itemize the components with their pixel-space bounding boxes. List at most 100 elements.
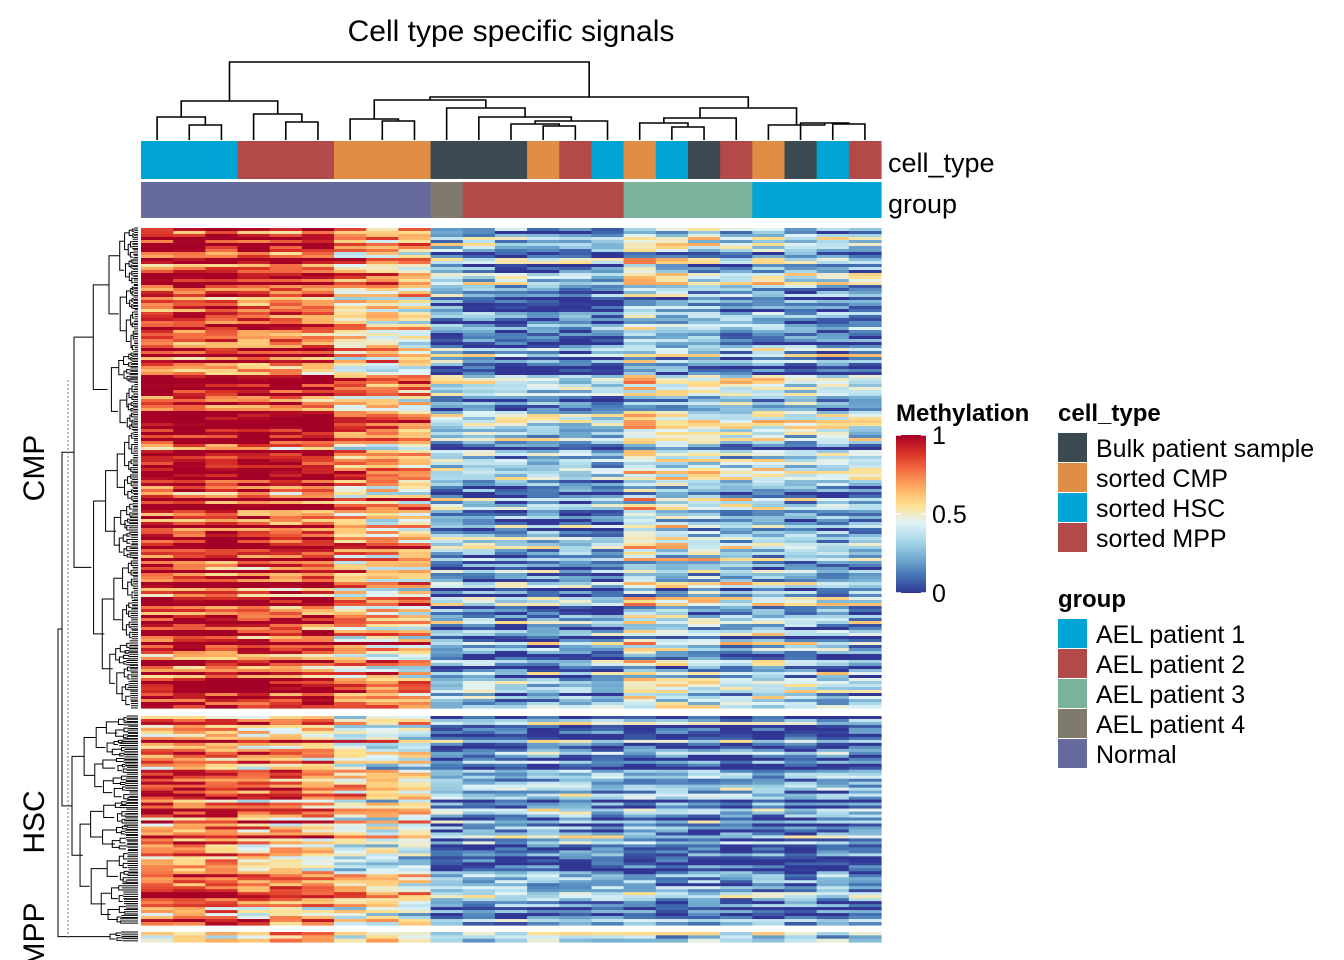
- heatmap-cell: [559, 234, 593, 238]
- heatmap-cell: [269, 471, 303, 475]
- heatmap-cell: [848, 850, 882, 854]
- heatmap-cell: [301, 736, 335, 741]
- heatmap-cell: [205, 826, 239, 831]
- heatmap-cell: [334, 645, 367, 649]
- heatmap-cell: [816, 399, 850, 403]
- heatmap-cell: [848, 660, 882, 664]
- heatmap-cell: [816, 766, 850, 771]
- heatmap-cell: [173, 381, 206, 385]
- heatmap-cell: [205, 868, 239, 872]
- heatmap-cell: [366, 733, 399, 738]
- heatmap-cell: [430, 862, 464, 866]
- heatmap-cell: [687, 264, 721, 268]
- heatmap-cell: [366, 423, 399, 427]
- heatmap-cell: [527, 639, 560, 643]
- heatmap-cell: [269, 648, 303, 652]
- heatmap-cell: [784, 267, 818, 271]
- heatmap-cell: [141, 528, 174, 532]
- heatmap-cell: [237, 357, 271, 361]
- heatmap-cell: [655, 847, 689, 851]
- heatmap-cell: [430, 474, 464, 478]
- heatmap-cell: [848, 820, 882, 825]
- heatmap-cell: [591, 531, 625, 535]
- heatmap-cell: [687, 651, 721, 655]
- heatmap-cell: [623, 276, 657, 280]
- heatmap-cell: [784, 453, 818, 457]
- heatmap-cell: [334, 531, 367, 535]
- heatmap-cell: [655, 237, 689, 241]
- heatmap-cell: [301, 865, 335, 869]
- heatmap-cell: [623, 300, 657, 304]
- heatmap-cell: [173, 600, 206, 604]
- heatmap-cell: [752, 231, 786, 235]
- heatmap-cell: [720, 513, 753, 517]
- heatmap-cell: [784, 276, 818, 280]
- heatmap-cell: [334, 751, 367, 756]
- heatmap-cell: [430, 823, 464, 828]
- heatmap-cell: [720, 486, 753, 490]
- heatmap-cell: [269, 576, 303, 580]
- heatmap-cell: [527, 537, 560, 541]
- heatmap-cell: [591, 396, 625, 400]
- heatmap-cell: [334, 384, 367, 388]
- heatmap-cell: [655, 672, 689, 676]
- heatmap-cell: [205, 684, 239, 688]
- heatmap-cell: [141, 868, 174, 872]
- heatmap-cell: [687, 324, 721, 328]
- heatmap-cell: [687, 417, 721, 421]
- heatmap-cell: [398, 802, 432, 807]
- heatmap-cell: [462, 642, 496, 646]
- heatmap-cell: [591, 757, 625, 762]
- heatmap-cell: [720, 597, 753, 601]
- heatmap-cell: [527, 730, 560, 735]
- heatmap-cell: [301, 312, 335, 316]
- heatmap-cell: [269, 252, 303, 256]
- heatmap-cell: [494, 312, 528, 316]
- heatmap-cell: [591, 366, 625, 370]
- heatmap-cell: [752, 745, 786, 750]
- heatmap-cell: [430, 531, 464, 535]
- heatmap-cell: [430, 432, 464, 436]
- heatmap-cell: [269, 730, 303, 735]
- heatmap-cell: [173, 624, 206, 628]
- heatmap-cell: [784, 318, 818, 322]
- heatmap-cell: [205, 865, 239, 869]
- heatmap-cell: [848, 651, 882, 655]
- heatmap-cell: [720, 393, 753, 397]
- heatmap-cell: [173, 327, 206, 331]
- heatmap-cell: [141, 600, 174, 604]
- heatmap-cell: [141, 645, 174, 649]
- heatmap-cell: [848, 408, 882, 412]
- heatmap-cell: [430, 528, 464, 532]
- heatmap-cell: [141, 853, 174, 857]
- heatmap-cell: [237, 285, 271, 289]
- heatmap-cell: [623, 793, 657, 798]
- heatmap-cell: [173, 369, 206, 373]
- heatmap-cell: [784, 666, 818, 670]
- heatmap-cell: [591, 513, 625, 517]
- heatmap-cell: [655, 354, 689, 358]
- heatmap-cell: [366, 672, 399, 676]
- heatmap-cell: [494, 648, 528, 652]
- heatmap-cell: [527, 621, 560, 625]
- heatmap-cell: [141, 438, 174, 442]
- heatmap-cell: [559, 814, 593, 819]
- heatmap-cell: [816, 339, 850, 343]
- heatmap-cell: [784, 363, 818, 367]
- heatmap-cell: [173, 829, 206, 834]
- heatmap-cell: [816, 772, 850, 777]
- heatmap-cell: [494, 844, 528, 848]
- heatmap-cell: [848, 429, 882, 433]
- heatmap-cell: [301, 651, 335, 655]
- heatmap-cell: [269, 805, 303, 810]
- heatmap-cell: [301, 357, 335, 361]
- heatmap-cell: [527, 672, 560, 676]
- heatmap-cell: [559, 844, 593, 848]
- heatmap-cell: [398, 696, 432, 700]
- heatmap-cell: [462, 318, 496, 322]
- heatmap-cell: [366, 781, 399, 786]
- heatmap-cell: [301, 300, 335, 304]
- heatmap-cell: [655, 486, 689, 490]
- heatmap-cell: [655, 285, 689, 289]
- heatmap-cell: [655, 240, 689, 244]
